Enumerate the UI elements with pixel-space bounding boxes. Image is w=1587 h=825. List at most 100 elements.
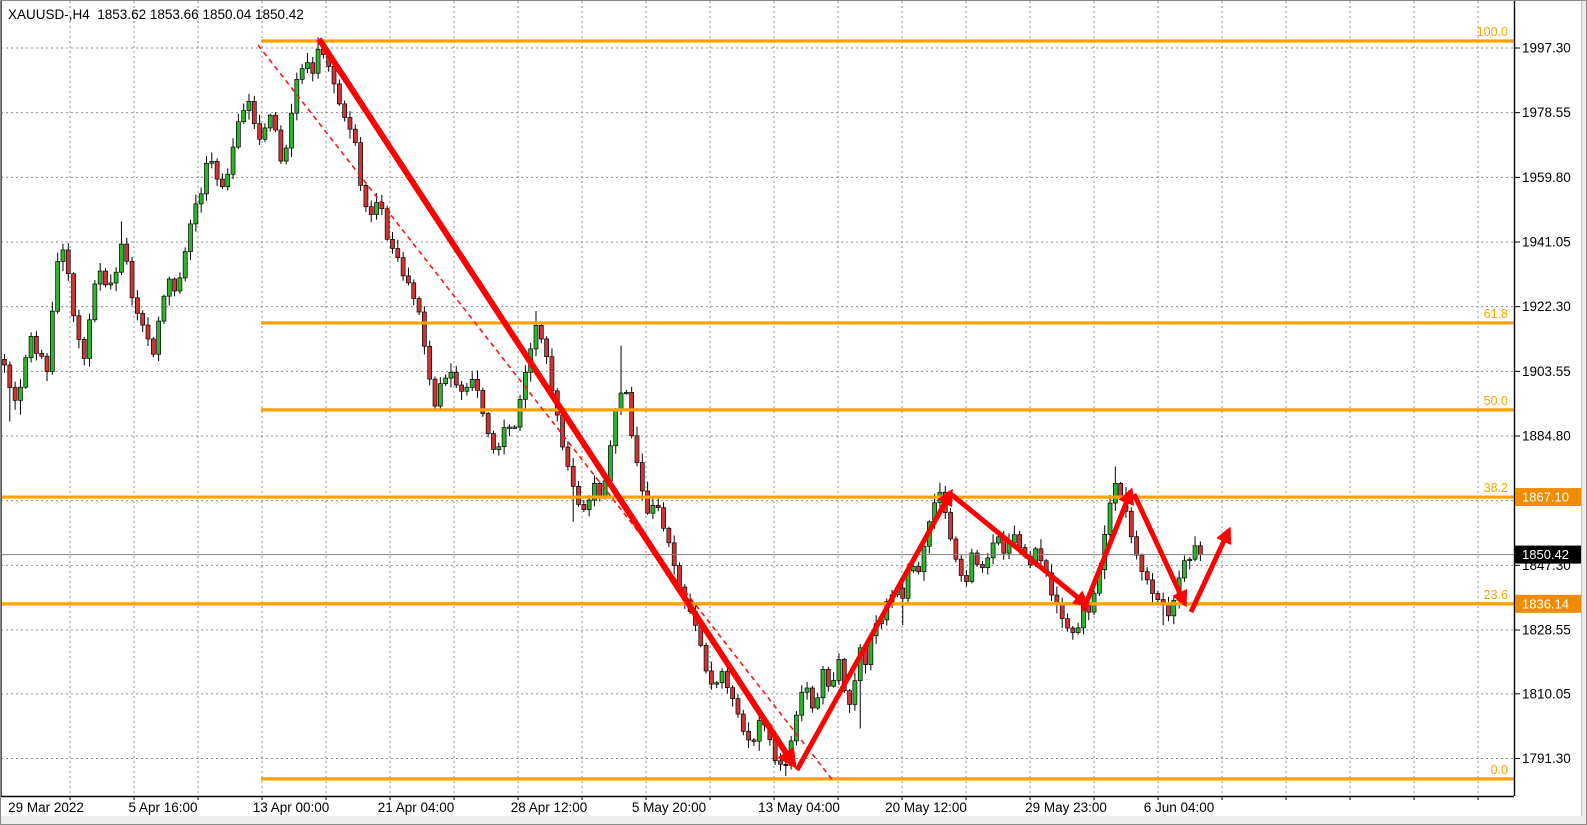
candle <box>1198 541 1203 562</box>
candle <box>305 53 310 73</box>
fib-level-label: 61.8 <box>1484 307 1508 321</box>
candle <box>544 336 549 365</box>
candle-body <box>1155 593 1161 600</box>
candle <box>549 348 555 393</box>
candle <box>39 349 45 359</box>
candle <box>624 389 629 395</box>
candle-body <box>60 249 66 262</box>
candle-body <box>990 542 996 559</box>
candle <box>831 672 836 688</box>
candle <box>278 125 284 164</box>
candle <box>719 668 725 689</box>
candle-body <box>1118 483 1124 497</box>
candle-body <box>305 62 310 70</box>
candle <box>352 124 358 146</box>
candle <box>565 441 571 471</box>
time-axis-label: 21 Apr 04:00 <box>378 800 455 815</box>
candle-body <box>140 313 146 326</box>
candle <box>156 316 161 362</box>
candle <box>485 412 491 438</box>
candle <box>161 294 167 324</box>
price-axis[interactable]: 1997.30 1978.55 1959.80 1941.05 1922.30 1903.… <box>1514 41 1571 767</box>
candle <box>1150 573 1155 603</box>
candle-body <box>581 504 587 510</box>
candle <box>1038 539 1044 567</box>
candle-body <box>443 377 448 385</box>
candle <box>342 100 348 122</box>
candle-body <box>65 249 71 275</box>
candle-body <box>825 669 831 687</box>
candle-body <box>985 557 991 568</box>
price-axis-label: 1922.30 <box>1522 299 1571 314</box>
candle-body <box>28 336 34 359</box>
candle-body <box>76 315 82 340</box>
candle <box>92 280 98 323</box>
candle-body <box>437 383 443 407</box>
candle-body <box>847 690 852 705</box>
candle <box>71 272 76 323</box>
trend-arrow <box>316 37 797 769</box>
candle-body <box>135 297 140 314</box>
candle-body <box>156 320 161 355</box>
time-axis-label: 20 May 12:00 <box>885 800 967 815</box>
level-price-badge: 1836.14 <box>1515 594 1581 613</box>
candle <box>592 475 597 507</box>
fib-level-label: 23.6 <box>1484 588 1508 602</box>
candle <box>709 661 714 690</box>
candle-body <box>1144 571 1150 581</box>
candle-body <box>241 110 247 123</box>
candle <box>900 579 906 626</box>
candle <box>783 761 789 777</box>
candle <box>44 353 50 382</box>
candle-body <box>507 426 512 429</box>
candle-body <box>1017 534 1023 548</box>
candle <box>953 536 959 563</box>
candle-body <box>363 184 369 208</box>
candle-body <box>97 270 103 285</box>
level-price-badge-bg <box>1515 488 1581 507</box>
candle <box>836 653 842 686</box>
candle-body <box>1187 558 1193 562</box>
candle-body <box>1075 627 1081 633</box>
candle-body <box>103 270 108 286</box>
symbol-period-label: XAUUSD-,H4 <box>8 7 90 22</box>
candle-body <box>783 763 789 767</box>
candle <box>964 570 969 587</box>
candle-body <box>358 142 363 186</box>
candle-body <box>650 504 656 514</box>
candle-body <box>1059 604 1065 619</box>
candle-body <box>236 121 241 148</box>
candle <box>140 310 146 332</box>
candle-body <box>629 392 635 437</box>
trend-arrow <box>1131 492 1188 608</box>
candle <box>76 309 82 349</box>
candle <box>475 370 480 398</box>
price-axis-label: 1941.05 <box>1522 235 1571 250</box>
candle-body <box>129 260 135 299</box>
candle <box>198 187 204 213</box>
candle <box>980 560 985 573</box>
candle <box>166 276 172 306</box>
time-axis[interactable]: 29 Mar 2022 5 Apr 16:00 13 Apr 00:00 21 Apr… <box>8 796 1479 815</box>
candle <box>491 430 496 454</box>
candle <box>225 168 231 191</box>
candle-body <box>198 193 204 205</box>
candle-body <box>624 392 629 395</box>
candle-body <box>1150 579 1155 594</box>
candle <box>1065 613 1070 632</box>
candle-body <box>204 162 209 195</box>
candle-body <box>831 680 836 687</box>
candle <box>990 534 996 565</box>
candle <box>124 237 130 265</box>
candle-body <box>512 426 518 429</box>
candle-body <box>586 499 592 510</box>
time-axis-label: 5 May 20:00 <box>632 800 706 815</box>
candle <box>1070 625 1076 640</box>
candle-body <box>182 251 188 279</box>
fib-level-label: 38.2 <box>1484 481 1508 495</box>
candle <box>586 495 592 517</box>
candle <box>825 666 831 692</box>
candle <box>459 381 464 401</box>
candle-body <box>815 697 821 709</box>
